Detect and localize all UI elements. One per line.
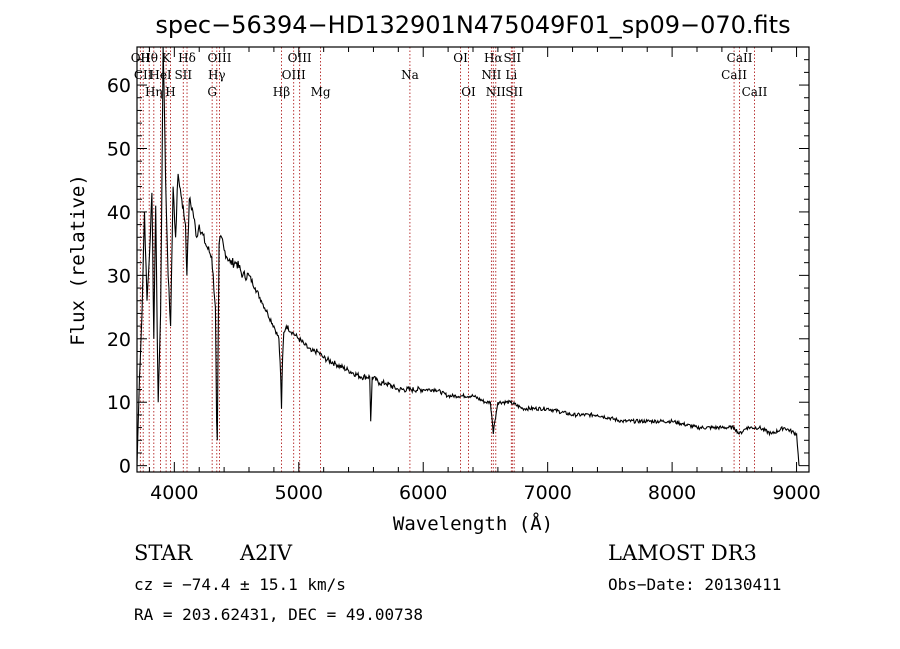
redshift-cz: cz = −74.4 ± 15.1 km/s	[134, 575, 346, 594]
y-tick-label: 30	[107, 265, 131, 287]
spectral-line-label-7: SII	[174, 68, 192, 82]
spectral-line-label-16: Na	[401, 68, 419, 82]
spectral-line-label-25: CaII	[721, 68, 747, 82]
spectral-line-label-6: H	[165, 85, 175, 99]
spectral-line-label-14: OIII	[288, 51, 312, 65]
spectral-line-label-27: CaII	[742, 85, 768, 99]
y-tick-label: 10	[107, 392, 131, 414]
spectral-line-label-15: Mg	[311, 85, 331, 99]
object-subclass: A2IV	[239, 541, 293, 565]
plot-frame	[136, 46, 810, 473]
x-tick-label: 5000	[275, 482, 323, 504]
chart-title: spec−56394−HD132901N475049F01_sp09−070.f…	[155, 11, 790, 39]
spectral-line-label-4: HeI	[149, 68, 172, 82]
x-tick-label: 9000	[772, 482, 820, 504]
spectral-line-label-18: OI	[461, 85, 476, 99]
survey-name: LAMOST DR3	[608, 541, 757, 565]
spectral-line-label-1: OII	[131, 51, 151, 65]
spectral-line-label-12: Hβ	[273, 85, 290, 99]
spectral-line-label-0: Hθ	[140, 51, 158, 65]
y-tick-label: 20	[107, 329, 131, 351]
spectral-line-label-13: OIII	[282, 68, 306, 82]
y-tick-label: 40	[107, 202, 131, 224]
spectral-line-label-9: G	[207, 85, 217, 99]
spectral-line-label-8: Hδ	[178, 51, 196, 65]
spectrum-series	[136, 46, 800, 466]
ra-dec: RA = 203.62431, DEC = 49.00738	[134, 605, 423, 624]
x-axis-label: Wavelength (Å)	[393, 512, 553, 535]
spectral-line-label-3: Hη	[145, 85, 163, 99]
spectral-line-label-26: CaII	[727, 51, 753, 65]
spectral-line-label-21: NII	[486, 85, 506, 99]
spectral-line-label-24: SII	[505, 85, 523, 99]
x-tick-label: 8000	[648, 482, 696, 504]
x-tick-label: 6000	[399, 482, 447, 504]
spectral-line-label-2: CII	[134, 68, 153, 82]
spectral-line-label-23: SII	[503, 51, 521, 65]
axis-ticks: 4000 5000 6000 7000 8000 9000 0 10 20 30 40 50 60	[107, 47, 821, 504]
observation-date: Obs−Date: 20130411	[608, 575, 781, 594]
x-tick-label: 7000	[523, 482, 571, 504]
spectral-line-label-10: Hγ	[208, 68, 226, 82]
spectral-line-label-20: Hα	[484, 51, 503, 65]
y-tick-label: 0	[119, 456, 131, 478]
spectral-line-markers	[139, 47, 755, 472]
spectral-line-label-17: OI	[453, 51, 468, 65]
spectral-line-label-19: NII	[481, 68, 501, 82]
spectral-line-label-11: OIII	[207, 51, 231, 65]
x-tick-label: 4000	[150, 482, 198, 504]
y-tick-label: 60	[107, 75, 131, 97]
y-axis-label: Flux (relative)	[67, 174, 89, 346]
y-tick-label: 50	[107, 138, 131, 160]
spectral-line-label-22: Li	[505, 68, 517, 82]
spectral-line-label-5: K	[162, 51, 172, 65]
object-class: STAR	[134, 541, 193, 565]
